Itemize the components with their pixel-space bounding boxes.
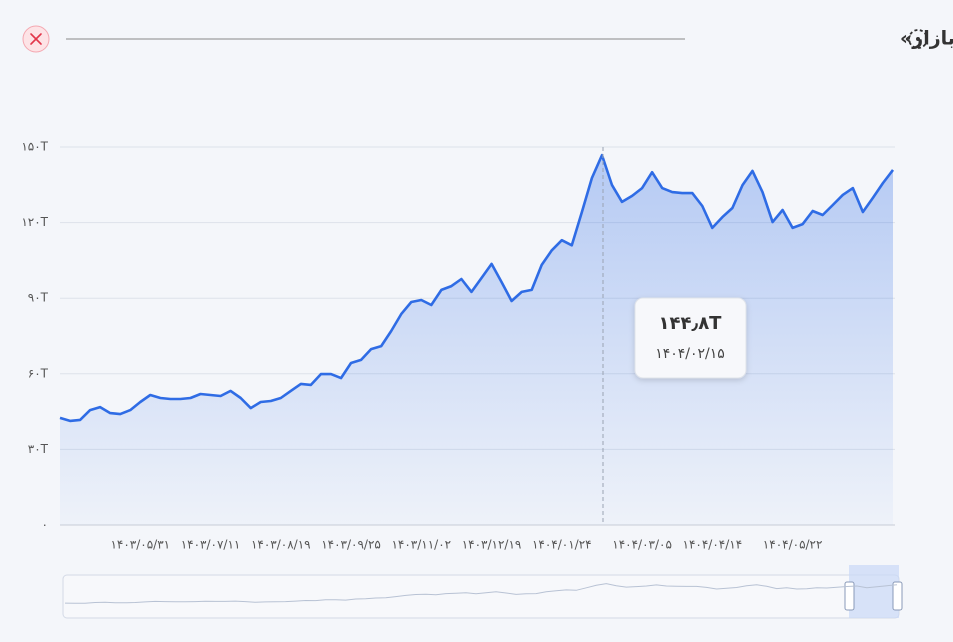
y-tick-label: ۱۵۰T — [21, 140, 48, 154]
x-tick-label: ۱۴۰۴/۰۳/۰۵ — [612, 538, 672, 552]
tooltip-value: ۱۴۴٫۸T — [659, 313, 723, 334]
history-icon — [908, 29, 928, 49]
x-tick-label: ۱۴۰۳/۱۱/۰۲ — [391, 538, 451, 552]
x-tick-label: ۱۴۰۴/۰۵/۲۲ — [763, 538, 823, 552]
minimap-line — [64, 583, 898, 604]
area — [60, 155, 893, 525]
y-tick-label: ۳۰T — [28, 442, 49, 456]
minimap-handle[interactable] — [844, 581, 855, 611]
y-tick-label: ۹۰T — [28, 291, 49, 305]
close-button[interactable] — [22, 25, 50, 53]
y-tick-label: ۰ — [42, 518, 48, 532]
line — [59, 153, 895, 423]
tooltip: ۱۴۴٫۸T ۱۴۰۴/۰۲/۱۵ — [634, 297, 747, 379]
x-tick-label: ۱۴۰۳/۰۹/۲۵ — [321, 538, 381, 552]
x-tick-label: ۱۴۰۴/۰۴/۱۴ — [683, 538, 743, 552]
x-tick-label: ۱۴۰۳/۰۷/۱۱ — [181, 538, 241, 552]
x-tick-label: ۱۴۰۳/۱۲/۱۹ — [462, 538, 522, 552]
tooltip-box — [634, 297, 747, 379]
y-tick-label: ۱۲۰T — [21, 215, 48, 229]
tooltip-date: ۱۴۰۴/۰۲/۱۵ — [655, 346, 725, 362]
minimap-handle[interactable] — [892, 581, 903, 611]
x-tick-label: ۱۴۰۴/۰۱/۲۴ — [532, 538, 592, 552]
x-tick-label: ۱۴۰۳/۰۸/۱۹ — [251, 538, 311, 552]
y-tick-label: ۶۰T — [28, 366, 49, 380]
minimap[interactable] — [62, 565, 903, 619]
x-tick-label: ۱۴۰۳/۰۵/۳۱ — [110, 538, 170, 552]
